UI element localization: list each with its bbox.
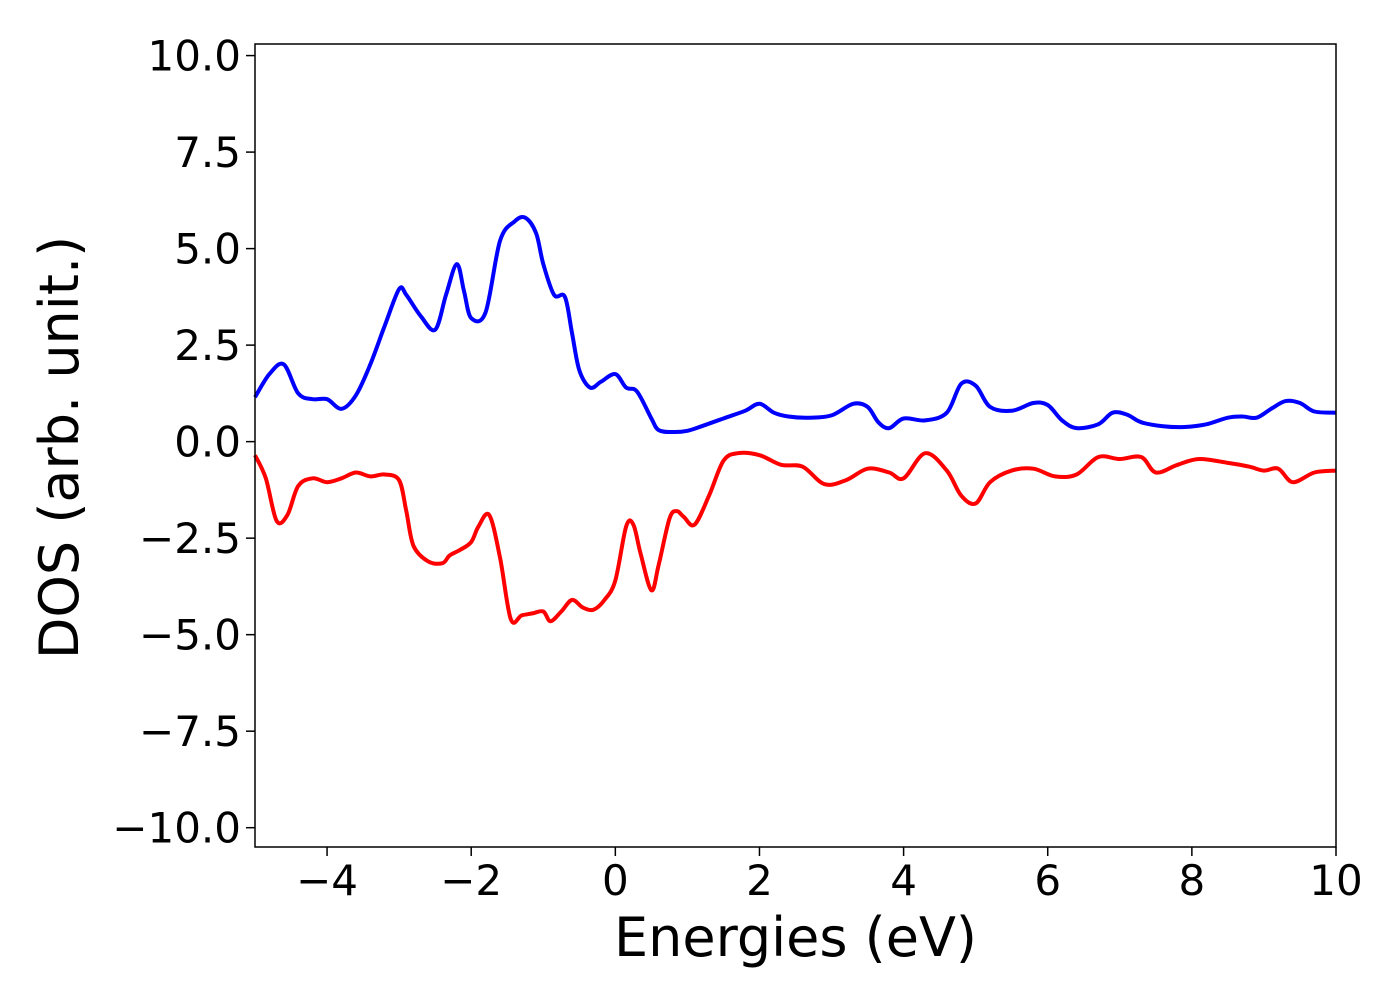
y-tick-label: −7.5 — [139, 707, 241, 756]
x-tick-label: 8 — [1178, 856, 1205, 905]
x-tick-label: −2 — [440, 856, 502, 905]
plot-frame — [254, 43, 1337, 848]
y-axis-ticks: 10.0 7.5 5.0 2.5 0.0 −2.5 −5.0 −7.5 −10.0 — [112, 32, 255, 853]
series-line-1 — [253, 214, 1337, 435]
x-tick-label: 6 — [1034, 856, 1061, 905]
x-axis-title: Energies (eV) — [614, 906, 977, 969]
series-lines — [253, 214, 1337, 625]
y-tick-label: 5.0 — [174, 225, 241, 274]
y-tick-label: 2.5 — [174, 321, 241, 370]
x-tick-label: 2 — [746, 856, 773, 905]
y-tick-label: 0.0 — [174, 418, 241, 467]
x-tick-label: 10 — [1309, 856, 1362, 905]
y-tick-label: −5.0 — [139, 611, 241, 660]
x-tick-label: −4 — [296, 856, 358, 905]
x-axis-ticks: −4 −2 0 2 4 6 8 10 — [296, 847, 1363, 905]
series-line-2 — [253, 450, 1337, 625]
y-axis-title: DOS (arb. unit.) — [28, 236, 91, 659]
x-tick-label: 0 — [602, 856, 629, 905]
y-tick-label: −10.0 — [112, 804, 241, 853]
y-tick-label: −2.5 — [139, 514, 241, 563]
x-tick-label: 4 — [890, 856, 917, 905]
y-tick-label: 7.5 — [174, 128, 241, 177]
y-tick-label: 10.0 — [147, 32, 241, 81]
